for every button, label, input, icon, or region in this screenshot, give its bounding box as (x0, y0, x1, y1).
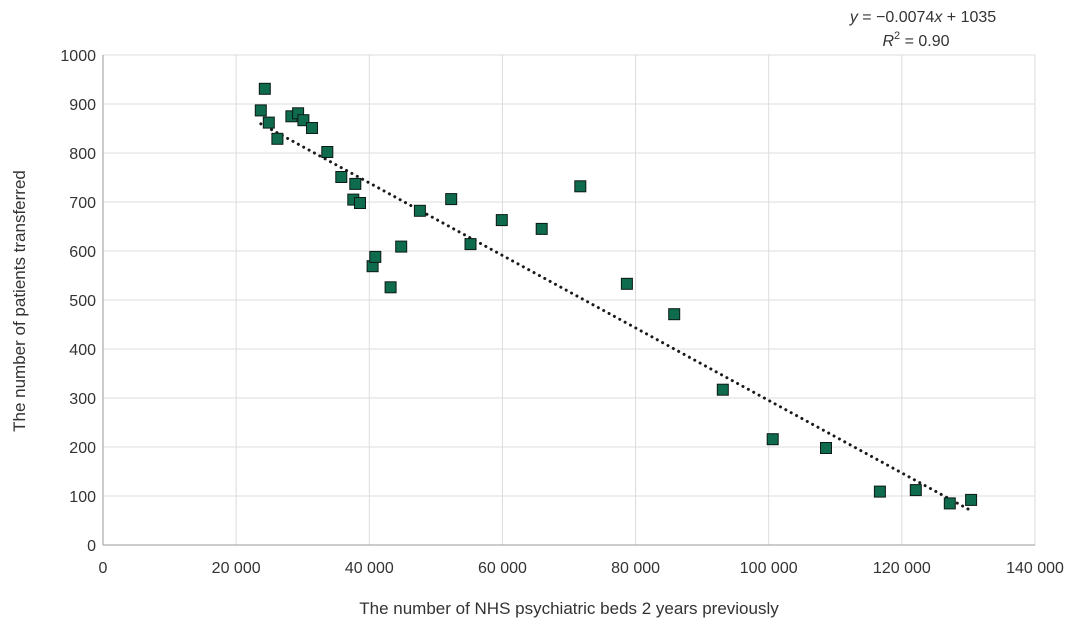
data-points (254, 82, 978, 510)
data-point (820, 442, 832, 454)
y-tick-label: 200 (69, 440, 96, 457)
data-point (464, 238, 477, 251)
x-tick-label: 60 000 (478, 560, 527, 577)
data-point (297, 114, 310, 127)
data-point (413, 204, 426, 217)
data-point (354, 197, 366, 209)
data-point (943, 497, 956, 510)
x-tick-label: 100 000 (740, 560, 798, 577)
y-tick-label: 400 (69, 342, 96, 359)
y-tick-label: 500 (69, 293, 96, 310)
y-tick-label: 100 (69, 489, 96, 506)
x-tick-label: 140 000 (1006, 560, 1064, 577)
data-point (620, 277, 633, 290)
x-tick-label: 40 000 (345, 560, 394, 577)
x-tick-label: 20 000 (212, 560, 261, 577)
x-tick-label: 120 000 (873, 560, 931, 577)
data-point (384, 281, 397, 294)
data-point (766, 433, 779, 446)
y-tick-label: 700 (69, 195, 96, 212)
data-point (271, 132, 284, 145)
trendline (259, 122, 970, 511)
x-tick-label: 0 (99, 560, 108, 577)
data-point (574, 180, 587, 193)
data-point (306, 122, 318, 134)
y-axis-title: The number of patients transferred (10, 170, 29, 432)
y-tick-label: 0 (87, 538, 96, 555)
y-tick-label: 900 (69, 97, 96, 114)
data-point (668, 308, 681, 321)
trendline-r-squared: R2 = 0.90 (882, 30, 949, 50)
data-point (445, 193, 458, 206)
data-point (369, 250, 382, 263)
x-axis-title: The number of NHS psychiatric beds 2 yea… (359, 599, 779, 618)
y-tick-label: 800 (69, 146, 96, 163)
data-point (535, 222, 548, 235)
y-tick-label: 600 (69, 244, 96, 261)
data-point (395, 240, 408, 253)
data-point (909, 484, 922, 497)
data-point (321, 146, 334, 158)
trendline-equation: y = −0.0074x + 1035 (849, 9, 996, 26)
data-point (262, 116, 275, 129)
data-point (495, 214, 508, 227)
x-tick-label: 80 000 (611, 560, 660, 577)
data-point (349, 177, 362, 190)
data-point (258, 82, 271, 95)
data-point (254, 104, 267, 117)
x-tick-labels: 0 20 000 40 000 60 000 80 000 100 000 120 000 1… (99, 560, 1064, 577)
y-tick-label: 1000 (60, 48, 96, 65)
axes (102, 55, 1035, 546)
grid-lines (103, 54, 1036, 545)
data-point (716, 383, 729, 396)
data-point (873, 485, 886, 498)
data-point (335, 171, 348, 183)
y-tick-label: 300 (69, 391, 96, 408)
data-point (965, 493, 978, 506)
y-tick-labels: 0 100 200 300 400 500 600 700 800 900 1000 (60, 48, 96, 555)
